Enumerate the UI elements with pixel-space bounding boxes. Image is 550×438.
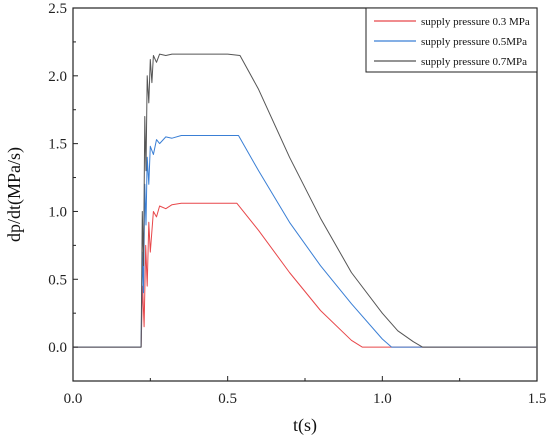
y-tick-label: 2.0: [48, 69, 67, 85]
series-layer: [73, 53, 537, 348]
y-tick-label: 1.0: [48, 204, 67, 220]
legend-label-1: supply pressure 0.3 MPa: [421, 16, 530, 28]
legend-label-2: supply pressure 0.5MPa: [421, 36, 527, 48]
x-axis-title: t(s): [293, 415, 317, 436]
series-line-1: [73, 202, 537, 348]
x-tick-label: 0.0: [64, 391, 83, 407]
x-axis: 0.0 0.5 1.0 1.5: [64, 376, 547, 407]
series-line-3: [73, 53, 537, 348]
y-tick-label: 0.0: [48, 340, 67, 356]
y-tick-label: 0.5: [48, 272, 67, 288]
y-tick-label: 2.5: [48, 1, 67, 17]
y-tick-label: 1.5: [48, 137, 67, 153]
y-axis-title: dp/dt(MPa/s): [4, 147, 25, 242]
x-tick-label: 0.5: [218, 391, 237, 407]
x-tick-label: 1.5: [528, 391, 547, 407]
series-line-2: [73, 135, 537, 348]
legend: supply pressure 0.3 MPa supply pressure 0…: [365, 7, 538, 73]
y-axis: 0.0 0.5 1.0 1.5 2.0 2.5: [48, 1, 78, 356]
x-tick-label: 1.0: [373, 391, 392, 407]
legend-label-3: supply pressure 0.7MPa: [421, 56, 527, 68]
